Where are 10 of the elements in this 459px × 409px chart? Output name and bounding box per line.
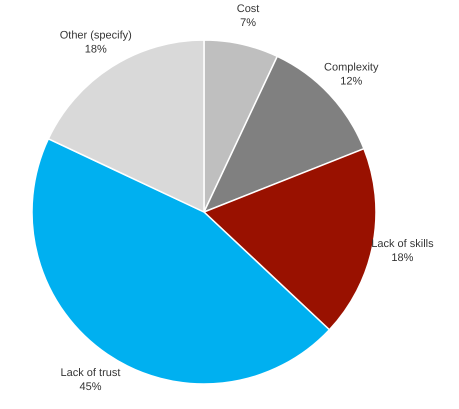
data-label: 18% xyxy=(391,252,414,264)
data-label: 45% xyxy=(79,381,102,394)
slice-label: Other (specify) xyxy=(60,29,132,42)
data-label: 7% xyxy=(240,16,256,29)
slice-label: Lack of skills xyxy=(371,238,434,250)
slice-label: Lack of trust xyxy=(60,367,120,380)
data-label: 18% xyxy=(84,43,107,56)
data-label: 12% xyxy=(340,76,362,88)
slice-label: Complexity xyxy=(324,62,379,74)
slice-label: Cost xyxy=(236,2,260,15)
